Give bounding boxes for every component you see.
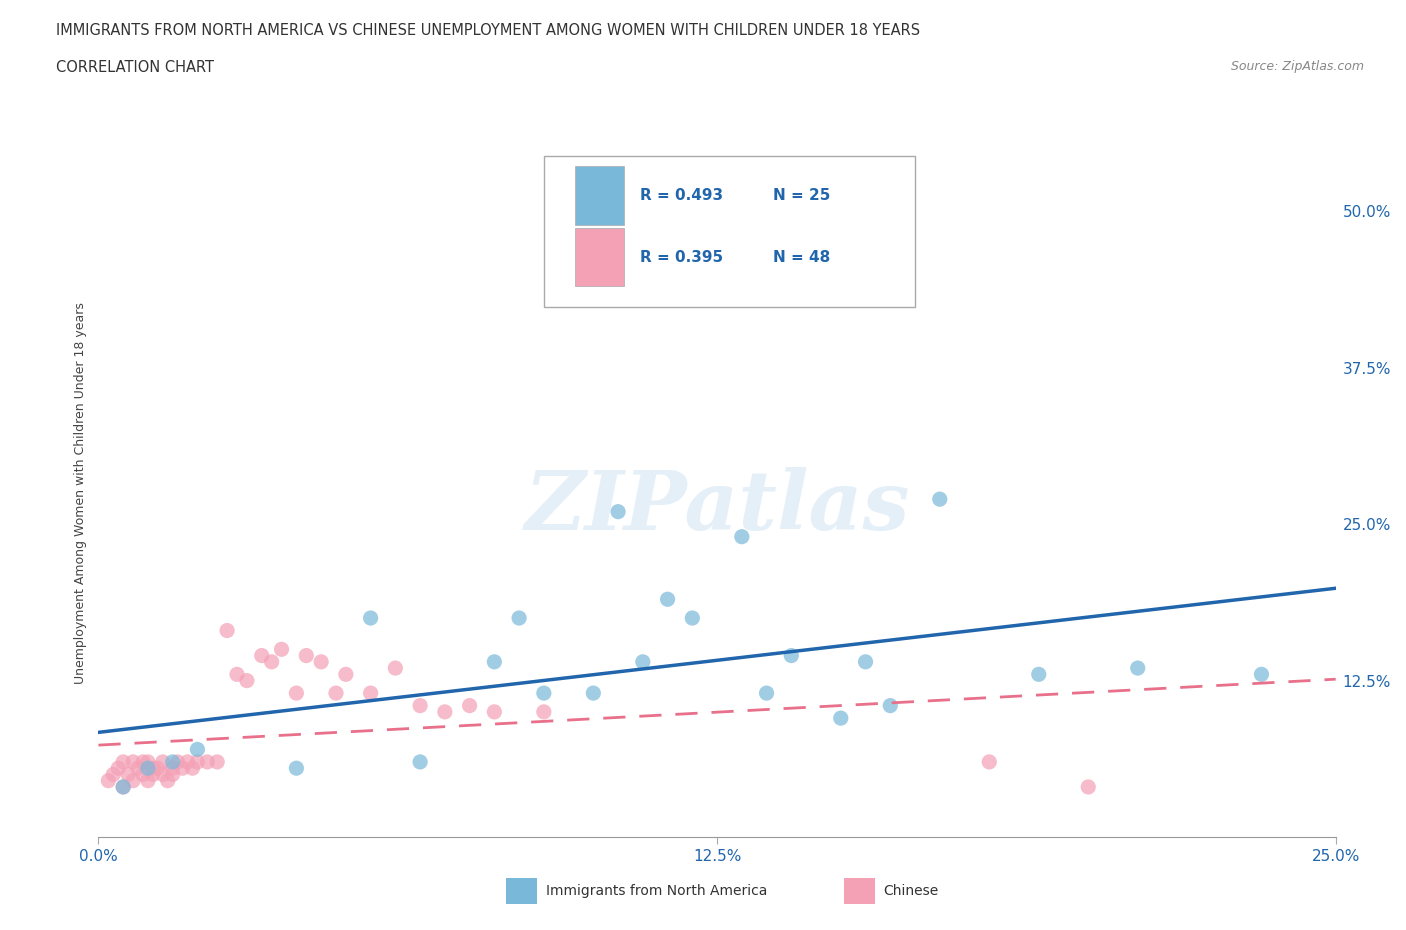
Point	[830, 711, 852, 725]
Point	[1028, 667, 1050, 682]
Point	[1250, 667, 1272, 682]
Point	[250, 648, 273, 663]
Point	[979, 754, 1001, 769]
Text: Source: ZipAtlas.com: Source: ZipAtlas.com	[1230, 60, 1364, 73]
Point	[146, 761, 169, 776]
Point	[176, 754, 198, 769]
Point	[484, 704, 506, 719]
Point	[205, 754, 228, 769]
Point	[107, 761, 129, 776]
FancyBboxPatch shape	[575, 166, 624, 224]
Point	[1126, 660, 1149, 675]
Point	[162, 761, 184, 776]
Text: R = 0.395: R = 0.395	[640, 249, 724, 265]
Point	[97, 773, 120, 788]
Point	[172, 761, 194, 776]
Point	[136, 773, 159, 788]
Point	[657, 591, 679, 606]
Point	[112, 754, 135, 769]
FancyBboxPatch shape	[544, 155, 915, 307]
Point	[928, 492, 950, 507]
Point	[285, 685, 308, 700]
Point	[136, 761, 159, 776]
Point	[409, 754, 432, 769]
Point	[295, 648, 318, 663]
Point	[162, 767, 184, 782]
Point	[335, 667, 357, 682]
Point	[132, 767, 155, 782]
Point	[127, 761, 149, 776]
Point	[142, 767, 165, 782]
Point	[186, 754, 208, 769]
Point	[122, 754, 145, 769]
Point	[681, 611, 703, 626]
Point	[195, 754, 218, 769]
Point	[755, 685, 778, 700]
Point	[409, 698, 432, 713]
Point	[1077, 779, 1099, 794]
Point	[152, 754, 174, 769]
Point	[226, 667, 249, 682]
Point	[508, 611, 530, 626]
Point	[533, 704, 555, 719]
Point	[142, 761, 165, 776]
Point	[855, 655, 877, 670]
Point	[162, 754, 184, 769]
Point	[122, 773, 145, 788]
Point	[152, 767, 174, 782]
Point	[582, 685, 605, 700]
Point	[285, 761, 308, 776]
Point	[433, 704, 456, 719]
Point	[484, 655, 506, 670]
Point	[607, 504, 630, 519]
Point	[136, 754, 159, 769]
Text: Chinese: Chinese	[883, 884, 938, 898]
Point	[166, 754, 188, 769]
Point	[270, 642, 292, 657]
Text: Immigrants from North America: Immigrants from North America	[546, 884, 766, 898]
Point	[325, 685, 347, 700]
Point	[186, 742, 208, 757]
FancyBboxPatch shape	[575, 228, 624, 286]
Point	[156, 773, 179, 788]
Text: ZIPatlas: ZIPatlas	[524, 467, 910, 547]
Text: N = 25: N = 25	[773, 188, 830, 203]
Point	[236, 673, 259, 688]
Point	[309, 655, 332, 670]
Point	[879, 698, 901, 713]
Point	[360, 685, 382, 700]
Point	[631, 655, 654, 670]
Point	[731, 529, 754, 544]
Point	[384, 660, 406, 675]
Y-axis label: Unemployment Among Women with Children Under 18 years: Unemployment Among Women with Children U…	[75, 302, 87, 684]
Point	[103, 767, 125, 782]
Point	[112, 779, 135, 794]
Text: CORRELATION CHART: CORRELATION CHART	[56, 60, 214, 75]
Point	[533, 685, 555, 700]
Point	[260, 655, 283, 670]
Point	[458, 698, 481, 713]
Point	[780, 648, 803, 663]
Text: IMMIGRANTS FROM NORTH AMERICA VS CHINESE UNEMPLOYMENT AMONG WOMEN WITH CHILDREN : IMMIGRANTS FROM NORTH AMERICA VS CHINESE…	[56, 23, 921, 38]
Point	[132, 754, 155, 769]
Point	[112, 779, 135, 794]
Text: N = 48: N = 48	[773, 249, 830, 265]
Point	[117, 767, 139, 782]
Point	[360, 611, 382, 626]
Point	[217, 623, 239, 638]
Text: R = 0.493: R = 0.493	[640, 188, 724, 203]
Point	[181, 761, 204, 776]
